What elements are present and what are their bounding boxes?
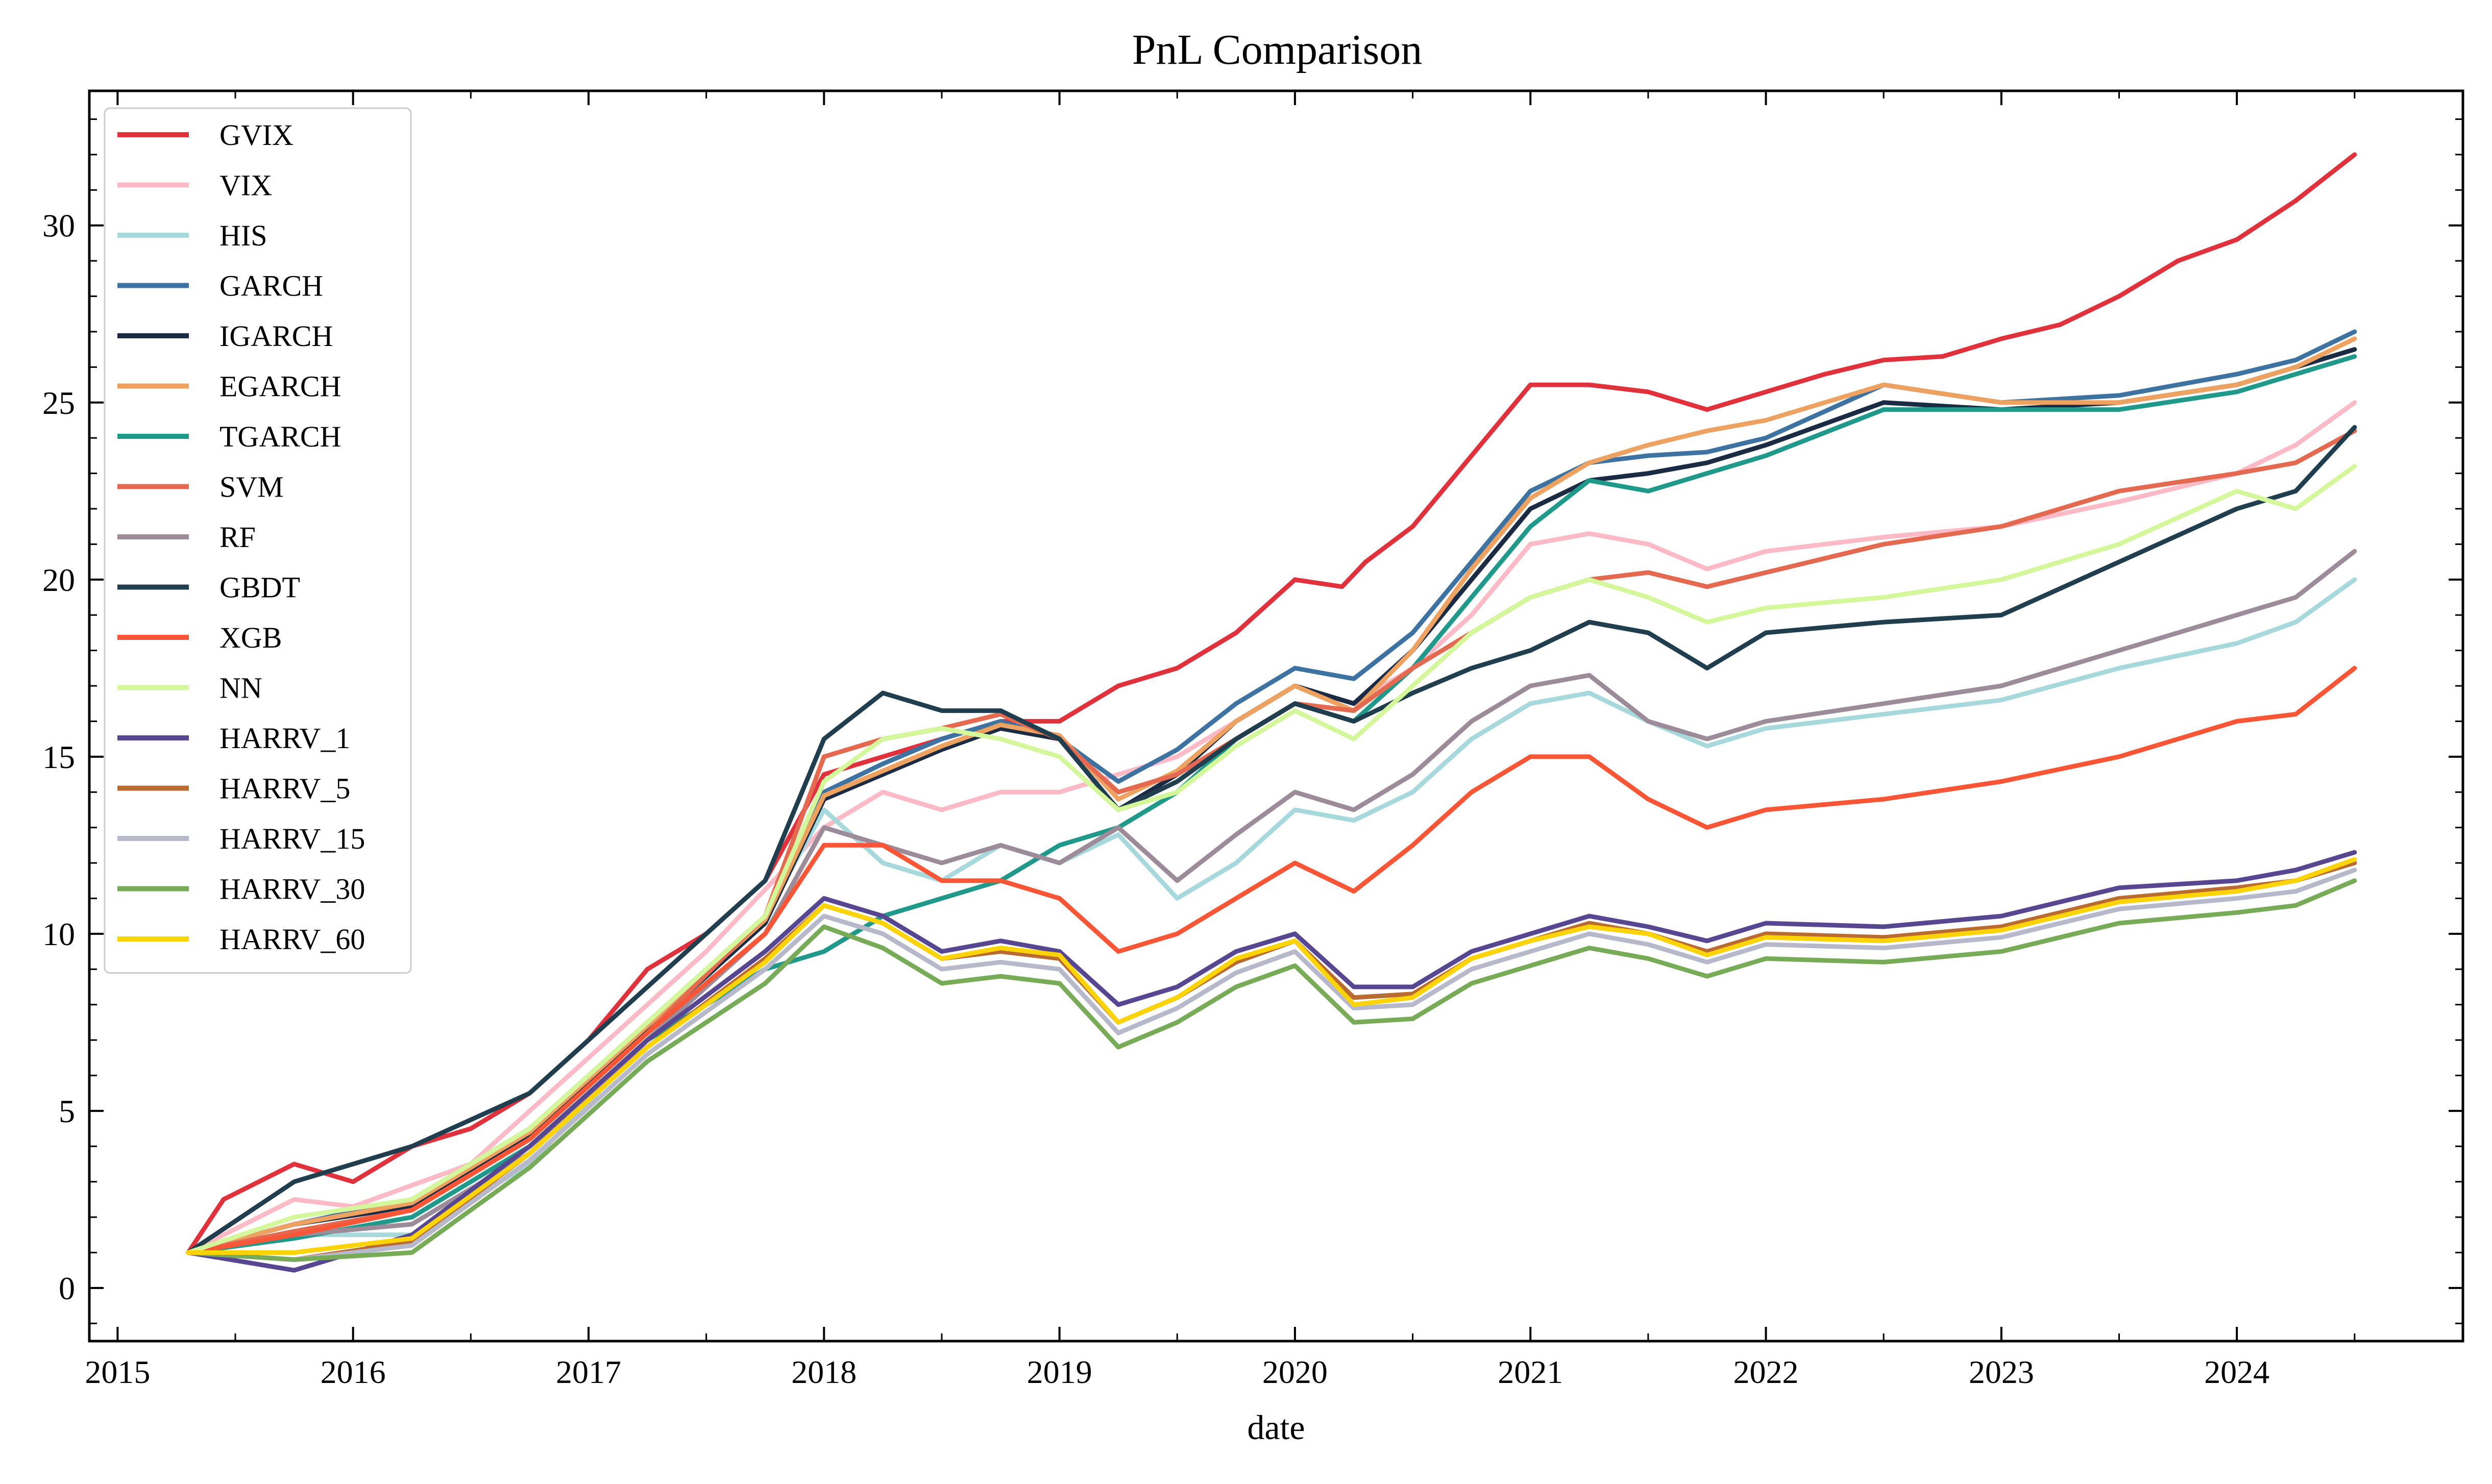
series-line-harrv_1 (186, 850, 2357, 1273)
legend-label-harrv_30: HARRV_30 (219, 873, 365, 906)
legend-label-gbdt: GBDT (219, 571, 300, 604)
series-line-harrv_30 (186, 878, 2357, 1262)
y-tick-label: 10 (42, 916, 75, 952)
legend-label-rf: RF (219, 521, 256, 554)
y-tick-label: 25 (42, 385, 75, 421)
chart-title: PnL Comparison (1132, 26, 1423, 73)
legend-label-xgb: XGB (219, 621, 282, 654)
y-tick-label: 20 (42, 562, 75, 598)
y-tick-label: 15 (42, 739, 75, 775)
plot-frame (88, 89, 2464, 1343)
ticks-layer: 2015 2016 2017 2018 2019 2020 2021 2022 2023 2024… (42, 91, 2463, 1390)
legend-label-egarch: EGARCH (219, 370, 341, 403)
legend-label-garch: GARCH (219, 269, 323, 303)
x-tick-label: 2024 (2204, 1354, 2269, 1390)
x-tick-label: 2015 (85, 1354, 150, 1390)
legend-label-harrv_1: HARRV_1 (219, 722, 350, 755)
x-tick-label: 2020 (1262, 1354, 1328, 1390)
legend-label-tgarch: TGARCH (219, 420, 341, 453)
x-tick-label: 2017 (556, 1354, 621, 1390)
x-tick-label: 2021 (1498, 1354, 1563, 1390)
legend-label-harrv_60: HARRV_60 (219, 923, 365, 956)
y-tick-label: 5 (59, 1093, 75, 1129)
legend-label-gvix: GVIX (219, 118, 294, 152)
x-axis-label: date (1247, 1408, 1305, 1447)
y-tick-label: 0 (59, 1270, 75, 1306)
x-tick-label: 2016 (321, 1354, 386, 1390)
legend-label-svm: SVM (219, 471, 284, 504)
x-tick-label: 2023 (1969, 1354, 2034, 1390)
legend-label-his: HIS (219, 219, 267, 252)
legend-label-harrv_5: HARRV_5 (219, 772, 350, 805)
series-line-gbdt (186, 425, 2357, 1255)
x-tick-label: 2018 (791, 1354, 857, 1390)
legend-label-igarch: IGARCH (219, 319, 333, 353)
legend-label-nn: NN (219, 672, 262, 705)
x-tick-label: 2019 (1027, 1354, 1092, 1390)
series-line-harrv_60 (186, 857, 2357, 1255)
legend-frame (104, 107, 412, 974)
legend-label-vix: VIX (219, 169, 272, 202)
y-tick-label: 30 (42, 208, 75, 244)
series-line-nn (186, 464, 2357, 1255)
series-line-xgb (186, 665, 2357, 1255)
series-layer (186, 152, 2357, 1273)
x-tick-label: 2022 (1733, 1354, 1799, 1390)
legend-label-harrv_15: HARRV_15 (219, 822, 365, 855)
legend: GVIX VIX HIS GARCH IGARCH EGARCH TGARCH SVM RF GB… (104, 107, 412, 974)
series-line-harrv_15 (186, 868, 2357, 1262)
